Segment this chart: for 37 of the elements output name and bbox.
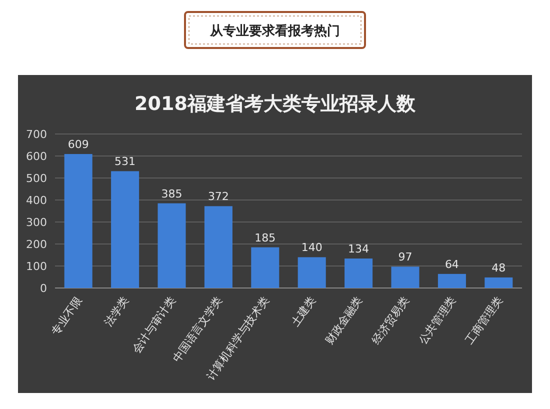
y-tick-label: 300 xyxy=(26,216,47,229)
y-tick-label: 400 xyxy=(26,194,47,207)
data-label: 385 xyxy=(161,187,182,200)
x-tick-label: 工商管理类 xyxy=(462,294,506,347)
y-tick-label: 0 xyxy=(40,282,47,295)
data-label: 185 xyxy=(254,231,276,244)
bar xyxy=(344,258,373,288)
bar xyxy=(298,257,326,288)
data-label: 609 xyxy=(68,138,89,152)
x-tick-label: 法学类 xyxy=(102,294,132,329)
y-tick-label: 200 xyxy=(26,238,47,251)
data-label: 134 xyxy=(348,242,370,256)
bar xyxy=(204,206,232,288)
data-label: 372 xyxy=(208,190,229,204)
data-label: 97 xyxy=(398,250,412,264)
bar xyxy=(438,274,466,288)
x-tick-label: 经济贸易类 xyxy=(370,294,412,347)
data-label: 48 xyxy=(492,261,506,274)
x-tick-label: 土建类 xyxy=(288,294,318,329)
y-tick-label: 600 xyxy=(26,150,47,163)
bar xyxy=(158,203,186,288)
bar xyxy=(251,247,280,288)
x-tick-label: 财政金融类 xyxy=(322,294,366,347)
x-tick-label: 专业不限 xyxy=(48,294,85,338)
y-tick-label: 700 xyxy=(26,128,47,141)
bar xyxy=(64,154,92,288)
annotation: 从专业要求看报考热门 xyxy=(184,11,366,49)
bar xyxy=(484,277,513,288)
y-tick-label: 500 xyxy=(26,172,47,185)
x-tick-label: 公共管理类 xyxy=(416,294,458,347)
chart-title: 2018福建省考大类专业招录人数 xyxy=(134,93,416,115)
data-label: 140 xyxy=(301,241,322,254)
data-label: 64 xyxy=(444,258,459,271)
bar xyxy=(111,171,140,288)
data-label: 531 xyxy=(114,155,136,168)
bar xyxy=(391,266,420,288)
y-tick-label: 100 xyxy=(26,260,47,273)
